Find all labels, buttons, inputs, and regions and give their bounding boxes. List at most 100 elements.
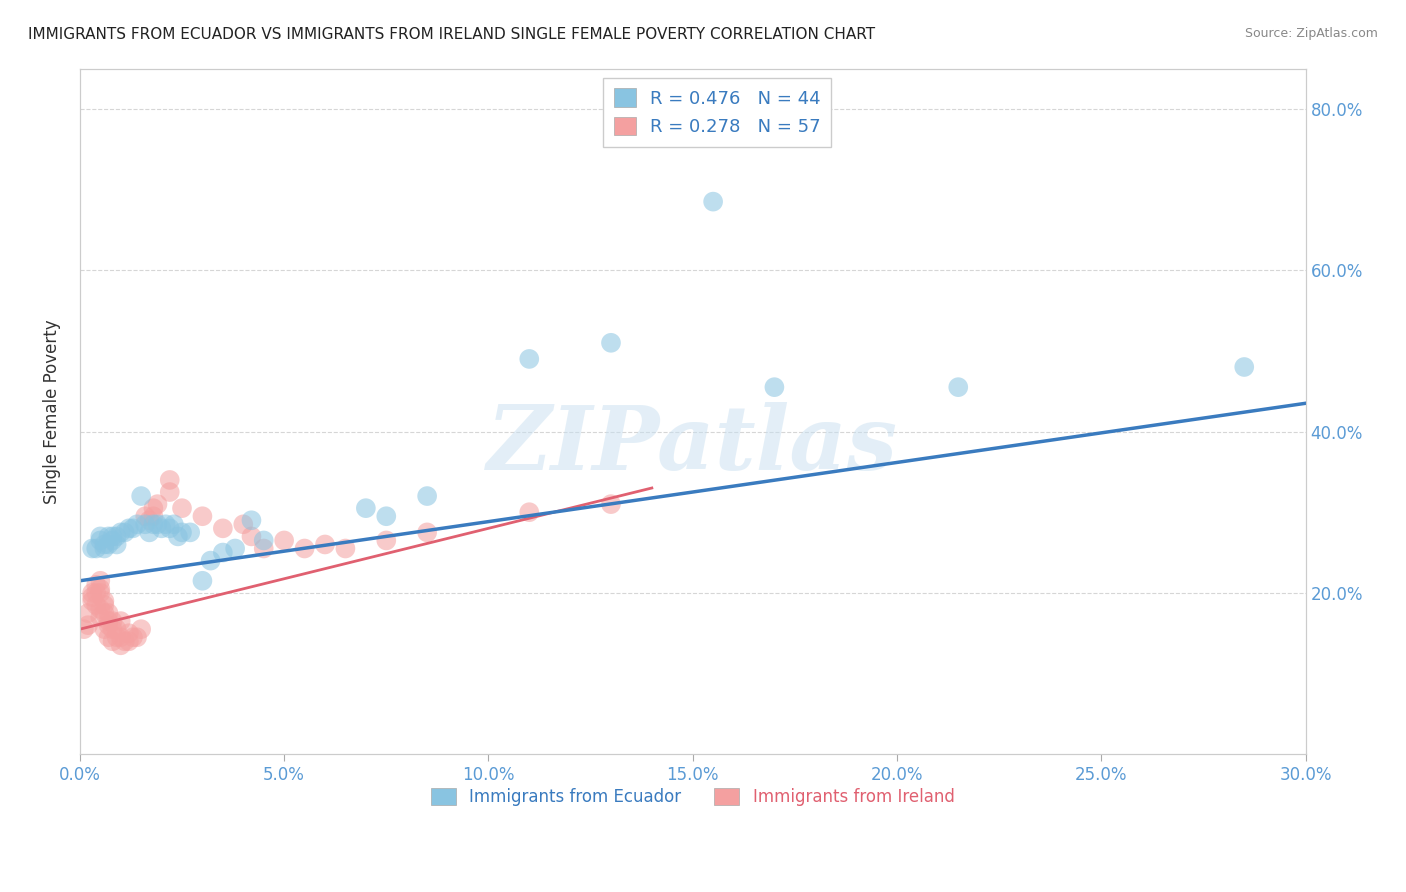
Point [150, 521, 173, 535]
Point [134, 509, 156, 524]
Point [335, 541, 357, 556]
Text: Source: ZipAtlas.com: Source: ZipAtlas.com [1244, 27, 1378, 40]
Point [129, 489, 152, 503]
Point [101, 622, 124, 636]
Point [105, 630, 128, 644]
Point [375, 533, 398, 548]
Point [138, 525, 160, 540]
Point [763, 380, 786, 394]
Point [110, 525, 132, 540]
Point [600, 335, 623, 350]
Point [73, 622, 96, 636]
Point [97, 618, 120, 632]
Point [89, 610, 111, 624]
Point [93, 622, 115, 636]
Point [159, 473, 181, 487]
Point [159, 485, 181, 500]
Point [253, 541, 276, 556]
Point [89, 586, 111, 600]
Point [146, 497, 169, 511]
Point [118, 626, 141, 640]
Point [702, 194, 724, 209]
Point [97, 529, 120, 543]
Y-axis label: Single Female Poverty: Single Female Poverty [44, 319, 60, 504]
Point [129, 622, 152, 636]
Point [191, 574, 214, 588]
Point [82, 590, 104, 604]
Point [89, 582, 111, 596]
Point [110, 614, 132, 628]
Legend: Immigrants from Ecuador, Immigrants from Ireland: Immigrants from Ecuador, Immigrants from… [422, 780, 963, 814]
Point [1233, 359, 1256, 374]
Point [84, 598, 107, 612]
Point [142, 517, 165, 532]
Point [155, 517, 177, 532]
Point [138, 513, 160, 527]
Point [93, 598, 115, 612]
Point [89, 574, 111, 588]
Point [142, 509, 165, 524]
Point [146, 517, 169, 532]
Point [240, 529, 263, 543]
Point [105, 622, 128, 636]
Point [142, 501, 165, 516]
Point [89, 533, 111, 548]
Point [105, 529, 128, 543]
Point [97, 630, 120, 644]
Point [600, 497, 623, 511]
Point [77, 618, 100, 632]
Point [212, 545, 235, 559]
Point [93, 541, 115, 556]
Point [517, 351, 540, 366]
Point [170, 501, 193, 516]
Text: ZIPatlas: ZIPatlas [488, 402, 898, 489]
Point [97, 537, 120, 551]
Point [517, 505, 540, 519]
Point [93, 594, 115, 608]
Point [101, 634, 124, 648]
Point [212, 521, 235, 535]
Point [82, 594, 104, 608]
Point [232, 517, 254, 532]
Point [114, 634, 136, 648]
Point [191, 509, 214, 524]
Point [200, 553, 222, 567]
Point [170, 525, 193, 540]
Point [224, 541, 246, 556]
Point [110, 638, 132, 652]
Point [179, 525, 201, 540]
Point [105, 537, 128, 551]
Point [82, 541, 104, 556]
Point [416, 489, 439, 503]
Point [125, 517, 148, 532]
Point [110, 630, 132, 644]
Point [97, 606, 120, 620]
Point [314, 537, 336, 551]
Point [159, 521, 181, 535]
Point [163, 517, 186, 532]
Point [416, 525, 439, 540]
Point [253, 533, 276, 548]
Point [101, 533, 124, 548]
Point [118, 521, 141, 535]
Text: IMMIGRANTS FROM ECUADOR VS IMMIGRANTS FROM IRELAND SINGLE FEMALE POVERTY CORRELA: IMMIGRANTS FROM ECUADOR VS IMMIGRANTS FR… [28, 27, 876, 42]
Point [294, 541, 316, 556]
Point [93, 606, 115, 620]
Point [77, 606, 100, 620]
Point [240, 513, 263, 527]
Point [114, 525, 136, 540]
Point [948, 380, 970, 394]
Point [118, 634, 141, 648]
Point [84, 586, 107, 600]
Point [125, 630, 148, 644]
Point [97, 614, 120, 628]
Point [93, 537, 115, 551]
Point [354, 501, 377, 516]
Point [122, 521, 145, 535]
Point [89, 529, 111, 543]
Point [101, 614, 124, 628]
Point [375, 509, 398, 524]
Point [122, 630, 145, 644]
Point [84, 578, 107, 592]
Point [82, 586, 104, 600]
